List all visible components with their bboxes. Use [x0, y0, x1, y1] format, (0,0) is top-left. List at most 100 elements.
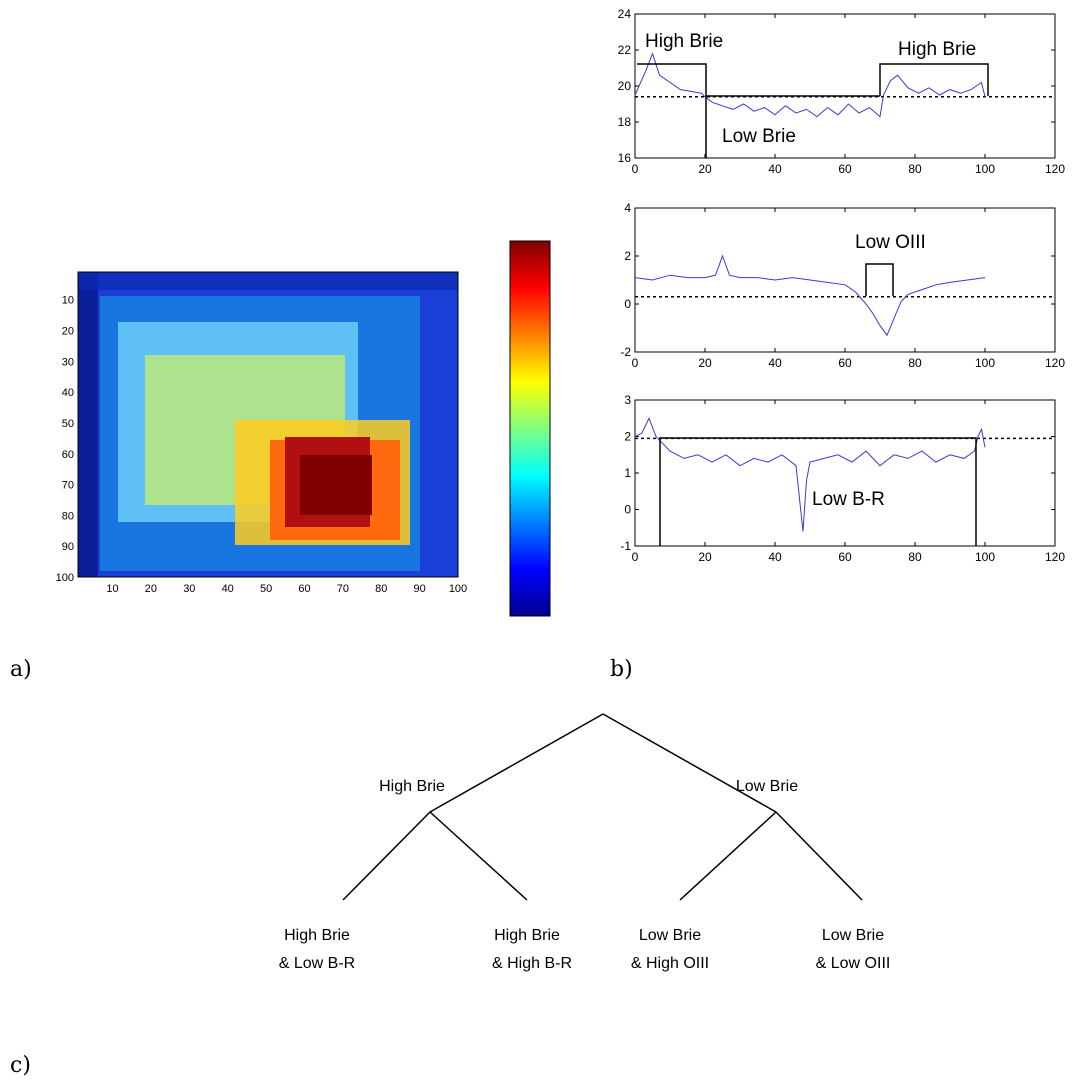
xtick-label: 60 [838, 356, 852, 370]
xtick-label: 80 [908, 356, 922, 370]
xtick-label: 80 [908, 162, 922, 176]
xtick-label: 0 [632, 356, 639, 370]
segment-bracket [659, 437, 977, 546]
segment-annotation: Low B-R [812, 489, 885, 510]
plot-frame [634, 207, 1056, 353]
heatmap-frame [77, 271, 459, 578]
ytick-label: 0 [624, 503, 631, 517]
ytick-label: 0 [624, 297, 631, 311]
xtick-label: 40 [768, 550, 782, 564]
heatmap-xtick-label: 40 [222, 583, 234, 595]
heatmap-ytick-label: 70 [62, 480, 74, 492]
heatmap-xtick-label: 90 [413, 583, 425, 595]
heatmap-top-row [78, 272, 458, 290]
xtick-label: 0 [632, 550, 639, 564]
tree-edge-left-left [342, 811, 431, 901]
ytick-label: 2 [624, 249, 631, 263]
heatmap-ytick-label: 10 [62, 295, 74, 307]
heatmap-ytick-label: 40 [62, 387, 74, 399]
tree-leaf-4-line2: & Low OIII [816, 955, 891, 972]
xtick-label: 80 [908, 550, 922, 564]
panel-label-a: a) [10, 657, 32, 682]
xtick-label: 120 [1045, 162, 1065, 176]
heatmap-ytick-label: 60 [62, 449, 74, 461]
tree-leaf-2-line1: High Brie [494, 927, 560, 944]
tree-edge-left-right [429, 811, 528, 901]
tree-labels: High Brie Low Brie High Brie & Low B-R H… [279, 778, 891, 972]
heatmap-xtick-label: 10 [106, 583, 118, 595]
xtick-label: 0 [632, 162, 639, 176]
segment-annotation: Low OIII [855, 232, 926, 253]
series-line [634, 52, 986, 118]
xtick-label: 60 [838, 550, 852, 564]
tree-leaf-4-line1: Low Brie [822, 927, 884, 944]
ytick-label: -1 [620, 539, 631, 553]
heatmap-panel: 10 20 30 40 50 60 70 80 90 100 10 20 30 40 50 60 70 80 90 1… [56, 271, 468, 595]
xtick-label: 20 [698, 162, 712, 176]
series-line [634, 254, 986, 337]
ytick-label: 4 [624, 201, 631, 215]
xtick-label: 40 [768, 162, 782, 176]
segment-annotation: High Brie [645, 31, 723, 52]
tree-edge-right-right [775, 811, 863, 901]
ytick-label: 18 [618, 115, 632, 129]
ytick-label: 20 [618, 79, 632, 93]
segment-bracket [637, 63, 707, 158]
heatmap-darkred-block [300, 455, 372, 515]
xtick-label: 60 [838, 162, 852, 176]
heatmap-xtick-label: 30 [183, 583, 195, 595]
heatmap-xtick-label: 80 [375, 583, 387, 595]
heatmap-xtick-label: 100 [449, 583, 467, 595]
xtick-label: 100 [975, 550, 995, 564]
tree-edge-root-left [429, 713, 604, 813]
heatmap-xtick-label: 70 [337, 583, 349, 595]
xtick-label: 20 [698, 550, 712, 564]
xtick-label: 120 [1045, 550, 1065, 564]
xtick-label: 40 [768, 356, 782, 370]
tree-leaf-3-line2: & High OIII [631, 955, 709, 972]
heatmap-ytick-label: 90 [62, 541, 74, 553]
heatmap-ytick-label: 20 [62, 326, 74, 338]
heatmap-ytick-label: 80 [62, 510, 74, 522]
xtick-label: 20 [698, 356, 712, 370]
ytick-label: -2 [620, 345, 631, 359]
heatmap-ticks: 10 20 30 40 50 60 70 80 90 100 10 20 30 40 50 60 70 80 90 1… [56, 295, 468, 595]
tree-label-low-brie: Low Brie [736, 778, 798, 795]
ytick-label: 2 [624, 430, 631, 444]
panel-label-c: c) [10, 1053, 31, 1078]
colorbar [509, 240, 551, 617]
tree-leaf-1-line1: High Brie [284, 927, 350, 944]
colorbar-gradient [509, 240, 551, 617]
plot-frame [634, 399, 1056, 547]
ytick-label: 3 [624, 393, 631, 407]
tree-leaf-1-line2: & Low B-R [279, 955, 355, 972]
heatmap-ytick-label: 50 [62, 418, 74, 430]
ytick-label: 24 [618, 7, 632, 21]
heatmap-xtick-label: 20 [145, 583, 157, 595]
segment-annotation: Low Brie [722, 126, 796, 147]
tree-edge-root-right [602, 713, 777, 813]
tree-diagram [342, 713, 863, 901]
heatmap-xtick-label: 50 [260, 583, 272, 595]
ytick-label: 1 [624, 466, 631, 480]
heatmap-ytick-label: 100 [56, 572, 74, 584]
segment-bracket [865, 263, 894, 296]
tree-edge-right-left [679, 811, 777, 901]
tree-label-high-brie: High Brie [379, 778, 445, 795]
ytick-label: 22 [618, 43, 632, 57]
ytick-label: 16 [618, 151, 632, 165]
heatmap-left-column [78, 272, 98, 577]
segment-annotation: High Brie [898, 39, 976, 60]
heatmap-xtick-label: 60 [298, 583, 310, 595]
xtick-label: 100 [975, 356, 995, 370]
xtick-label: 100 [975, 162, 995, 176]
tree-leaf-2-line2: & High B-R [492, 955, 572, 972]
xtick-label: 120 [1045, 356, 1065, 370]
tree-leaf-3-line1: Low Brie [639, 927, 701, 944]
plot-frame [634, 13, 1056, 159]
heatmap-ytick-label: 30 [62, 356, 74, 368]
